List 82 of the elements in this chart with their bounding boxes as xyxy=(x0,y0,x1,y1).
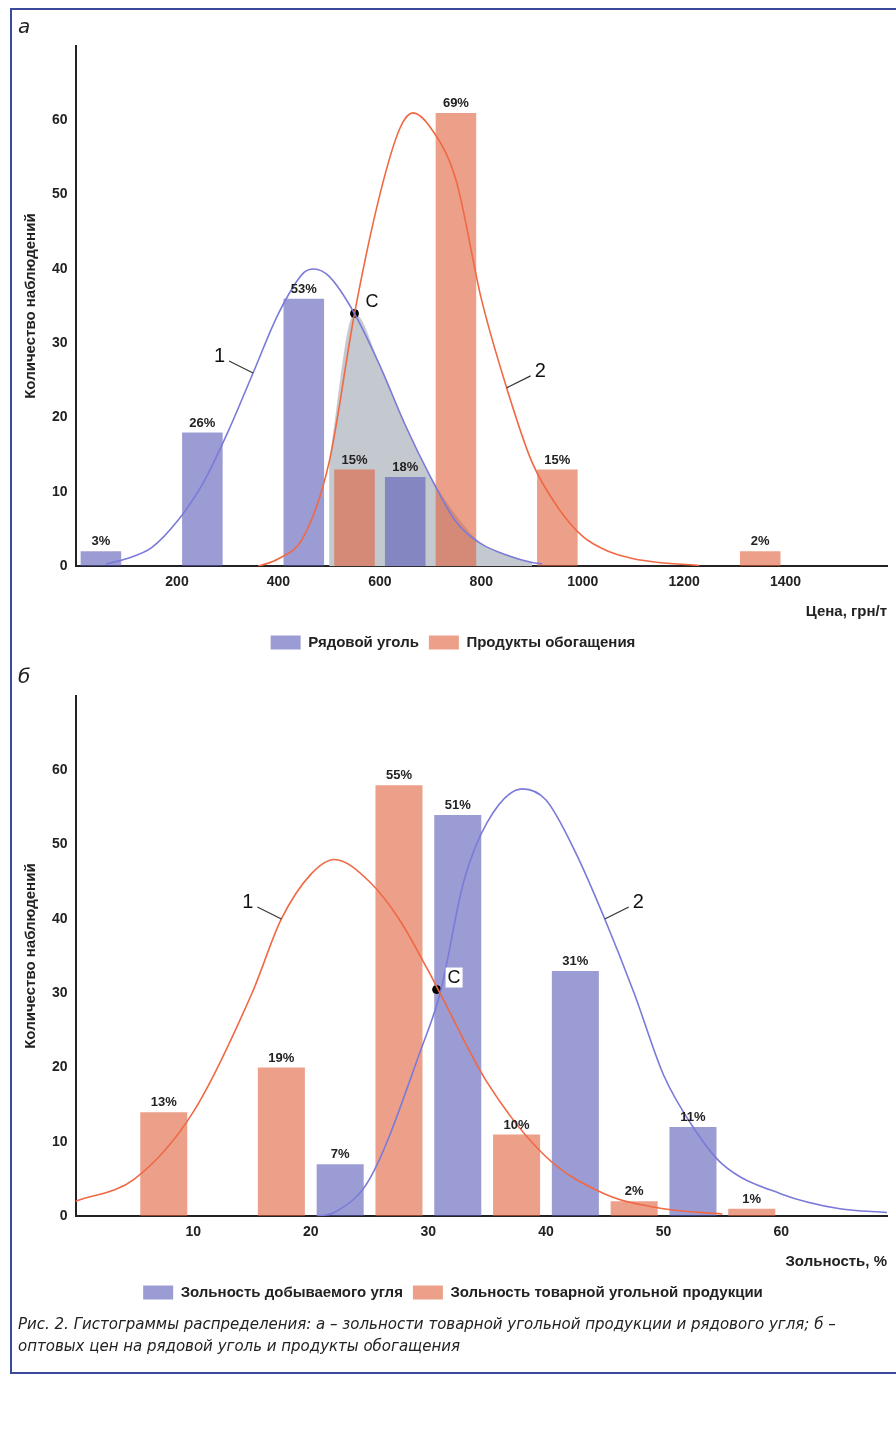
legend-label: Рядовой уголь xyxy=(308,632,419,650)
line-series xyxy=(257,112,701,567)
y-tick-label: 10 xyxy=(51,1132,68,1149)
bar xyxy=(669,1127,717,1217)
y-tick-label: 40 xyxy=(51,909,68,926)
annotation: 15% xyxy=(341,451,368,467)
bar xyxy=(334,469,375,567)
annotation: 51% xyxy=(444,796,472,812)
legend-label: Продукты обогащения xyxy=(466,632,636,650)
bar xyxy=(434,814,482,1217)
y-tick-label: 10 xyxy=(51,482,68,499)
annotation: 31% xyxy=(562,953,589,969)
x-tick-label: 50 xyxy=(655,1223,672,1240)
annotation: 15% xyxy=(544,451,571,467)
y-tick-label: 30 xyxy=(51,984,68,1001)
bar xyxy=(182,432,223,567)
y-tick-label: 20 xyxy=(51,408,68,425)
x-axis-title: Зольность, % xyxy=(785,1252,887,1270)
annotation: 2% xyxy=(624,1183,644,1199)
chart-title: б xyxy=(18,664,31,689)
annotation: 53% xyxy=(290,280,318,296)
x-tick-label: 10 xyxy=(185,1223,202,1240)
annotation: 26% xyxy=(189,414,216,430)
y-tick-label: 0 xyxy=(59,1207,68,1224)
bar xyxy=(316,1164,364,1217)
bar xyxy=(375,785,423,1217)
bar xyxy=(384,477,426,567)
annotation: 1 xyxy=(242,890,254,913)
x-tick-label: 30 xyxy=(420,1223,437,1240)
annotation: 19% xyxy=(268,1049,295,1065)
annotation: 11% xyxy=(680,1109,707,1125)
y-tick-label: 50 xyxy=(51,185,68,202)
annotation: 69% xyxy=(442,94,470,110)
legend-label: Зольность добываемого угля xyxy=(180,1282,403,1300)
legend-label: Зольность товарной угольной продукции xyxy=(450,1282,763,1300)
y-tick-label: 60 xyxy=(51,111,68,128)
x-tick-label: 200 xyxy=(165,573,189,590)
bar xyxy=(739,551,781,567)
annotation: 18% xyxy=(392,459,419,475)
annotation: 2% xyxy=(750,533,771,549)
y-axis-title: Количество наблюдений xyxy=(21,213,39,399)
bar xyxy=(435,112,477,567)
annotation: 3% xyxy=(91,533,111,549)
chart-title: а xyxy=(18,14,31,39)
annotation: 55% xyxy=(385,767,413,783)
bar xyxy=(140,1112,188,1217)
x-tick-label: 40 xyxy=(538,1223,554,1240)
bar xyxy=(80,551,122,567)
x-tick-label: 400 xyxy=(266,573,291,590)
bar xyxy=(493,1134,541,1217)
annotation: 2 xyxy=(534,359,546,382)
y-tick-label: 20 xyxy=(51,1058,68,1075)
x-tick-label: 1200 xyxy=(668,573,700,590)
annotation: 7% xyxy=(330,1146,350,1162)
line-series xyxy=(315,788,887,1217)
x-tick-label: 60 xyxy=(773,1223,790,1240)
bar xyxy=(537,469,578,567)
y-tick-label: 0 xyxy=(59,557,68,574)
annotation: 13% xyxy=(150,1094,178,1110)
series-label: С xyxy=(365,290,379,311)
text: Рис. 2. Гистограммы распределения: а – зольности товарной угольной продукции и рядового угля; б – оптовых цен на рядовой уголь и продукты обогащения xyxy=(17,1314,837,1357)
y-tick-label: 40 xyxy=(51,259,68,276)
x-tick-label: 1000 xyxy=(567,573,599,590)
y-tick-label: 30 xyxy=(51,334,68,351)
bar xyxy=(283,298,325,567)
x-tick-label: 1400 xyxy=(769,573,802,590)
annotation: 2 xyxy=(632,890,644,913)
y-tick-label: 50 xyxy=(51,835,68,852)
bar xyxy=(728,1208,776,1217)
bar xyxy=(257,1067,305,1217)
annotation: 1 xyxy=(213,344,226,367)
x-tick-label: 600 xyxy=(368,573,392,590)
bar xyxy=(551,970,599,1217)
line-series xyxy=(75,858,724,1215)
annotation: 1% xyxy=(742,1190,762,1206)
y-axis-title: Количество наблюдений xyxy=(21,863,39,1049)
y-tick-label: 60 xyxy=(51,761,68,778)
bar xyxy=(610,1201,658,1217)
x-axis-title: Цена, грн/т xyxy=(805,602,887,620)
series-label: С xyxy=(447,966,461,987)
x-tick-label: 800 xyxy=(469,573,494,590)
x-tick-label: 20 xyxy=(302,1223,319,1240)
